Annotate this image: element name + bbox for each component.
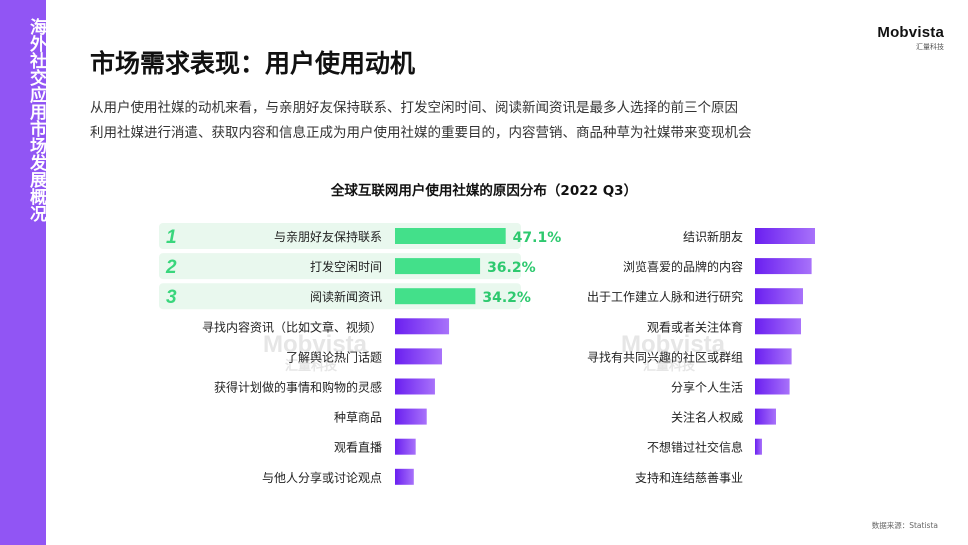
bar (755, 288, 803, 305)
rank-number: 1 (166, 227, 177, 248)
sidebar-title: 海外社交应用市场发展概况 (26, 18, 46, 222)
bar (395, 288, 476, 305)
bar (395, 378, 435, 395)
value-label: 47.1% (513, 230, 562, 246)
logo-subtitle: 汇量科技 (916, 43, 944, 51)
sidebar: 海外社交应用市场发展概况 (0, 0, 46, 545)
category-label: 结识新朋友 (683, 229, 743, 244)
logo-wordmark: Mobvista (877, 24, 944, 41)
category-label: 寻找有共同兴趣的社区或群组 (587, 349, 743, 364)
bar (755, 318, 801, 335)
value-label: 34.2% (482, 290, 531, 306)
category-label: 观看直播 (334, 441, 382, 455)
bar (395, 438, 416, 455)
bar (395, 348, 442, 365)
bar (755, 438, 762, 455)
bar (395, 318, 450, 335)
bar (755, 228, 815, 244)
right-bar-series: 结识新朋友浏览喜爱的品牌的内容出于工作建立人脉和进行研究观看或者关注体育寻找有共… (587, 228, 815, 485)
watermark-text-left: Mobvista (263, 331, 368, 358)
category-label: 与亲朋好友保持联系 (274, 229, 382, 244)
category-label: 出于工作建立人脉和进行研究 (587, 289, 743, 304)
category-label: 支持和连结慈善事业 (635, 470, 743, 485)
category-label: 不想错过社交信息 (647, 440, 743, 455)
rank-number: 3 (166, 287, 177, 308)
category-label: 关注名人权威 (671, 410, 743, 425)
bar (395, 468, 414, 485)
watermark: Mobvista 汇量科技 Mobvista 汇量科技 (263, 331, 726, 373)
bar (755, 348, 792, 365)
category-label: 与他人分享或讨论观点 (262, 470, 382, 485)
logo: Mobvista 汇量科技 (877, 24, 944, 52)
value-label: 36.2% (487, 260, 536, 276)
bar (755, 258, 812, 275)
category-label: 阅读新闻资讯 (310, 289, 382, 304)
bar (395, 258, 481, 275)
watermark-sub-left: 汇量科技 (285, 358, 338, 373)
bar (395, 228, 506, 244)
bar (755, 378, 790, 395)
source-note: 数据来源：Statista (871, 521, 938, 530)
category-label: 了解舆论热门话题 (286, 349, 382, 364)
category-label: 获得计划做的事情和购物的灵感 (214, 380, 382, 395)
category-label: 观看或者关注体育 (647, 319, 743, 334)
category-label: 打发空闲时间 (310, 259, 382, 274)
description-line-1: 从用户使用社媒的动机来看，与亲朋好友保持联系、打发空闲时间、阅读新闻资讯是最多人… (90, 100, 738, 116)
category-label: 分享个人生活 (671, 380, 743, 395)
chart-title: 全球互联网用户使用社媒的原因分布（2022 Q3） (330, 183, 638, 199)
description-line-2: 利用社媒进行消遣、获取内容和信息正成为用户使用社媒的重要目的，内容营销、商品种草… (90, 125, 752, 141)
left-bar-series: 1 与亲朋好友保持联系 47.1% 2 打发空闲时间 36.2% 3 阅读新闻资讯 34.2% 寻… (159, 223, 561, 485)
watermark-text-right: Mobvista (621, 331, 726, 358)
category-label: 寻找内容资讯（比如文章、视频） (202, 319, 382, 334)
page-title: 市场需求表现：用户使用动机 (90, 49, 416, 78)
category-label: 浏览喜爱的品牌的内容 (623, 259, 743, 274)
rank-number: 2 (165, 257, 177, 278)
bar (755, 408, 776, 425)
category-label: 种草商品 (334, 410, 382, 425)
bar (395, 408, 427, 425)
watermark-sub-right: 汇量科技 (643, 358, 696, 373)
